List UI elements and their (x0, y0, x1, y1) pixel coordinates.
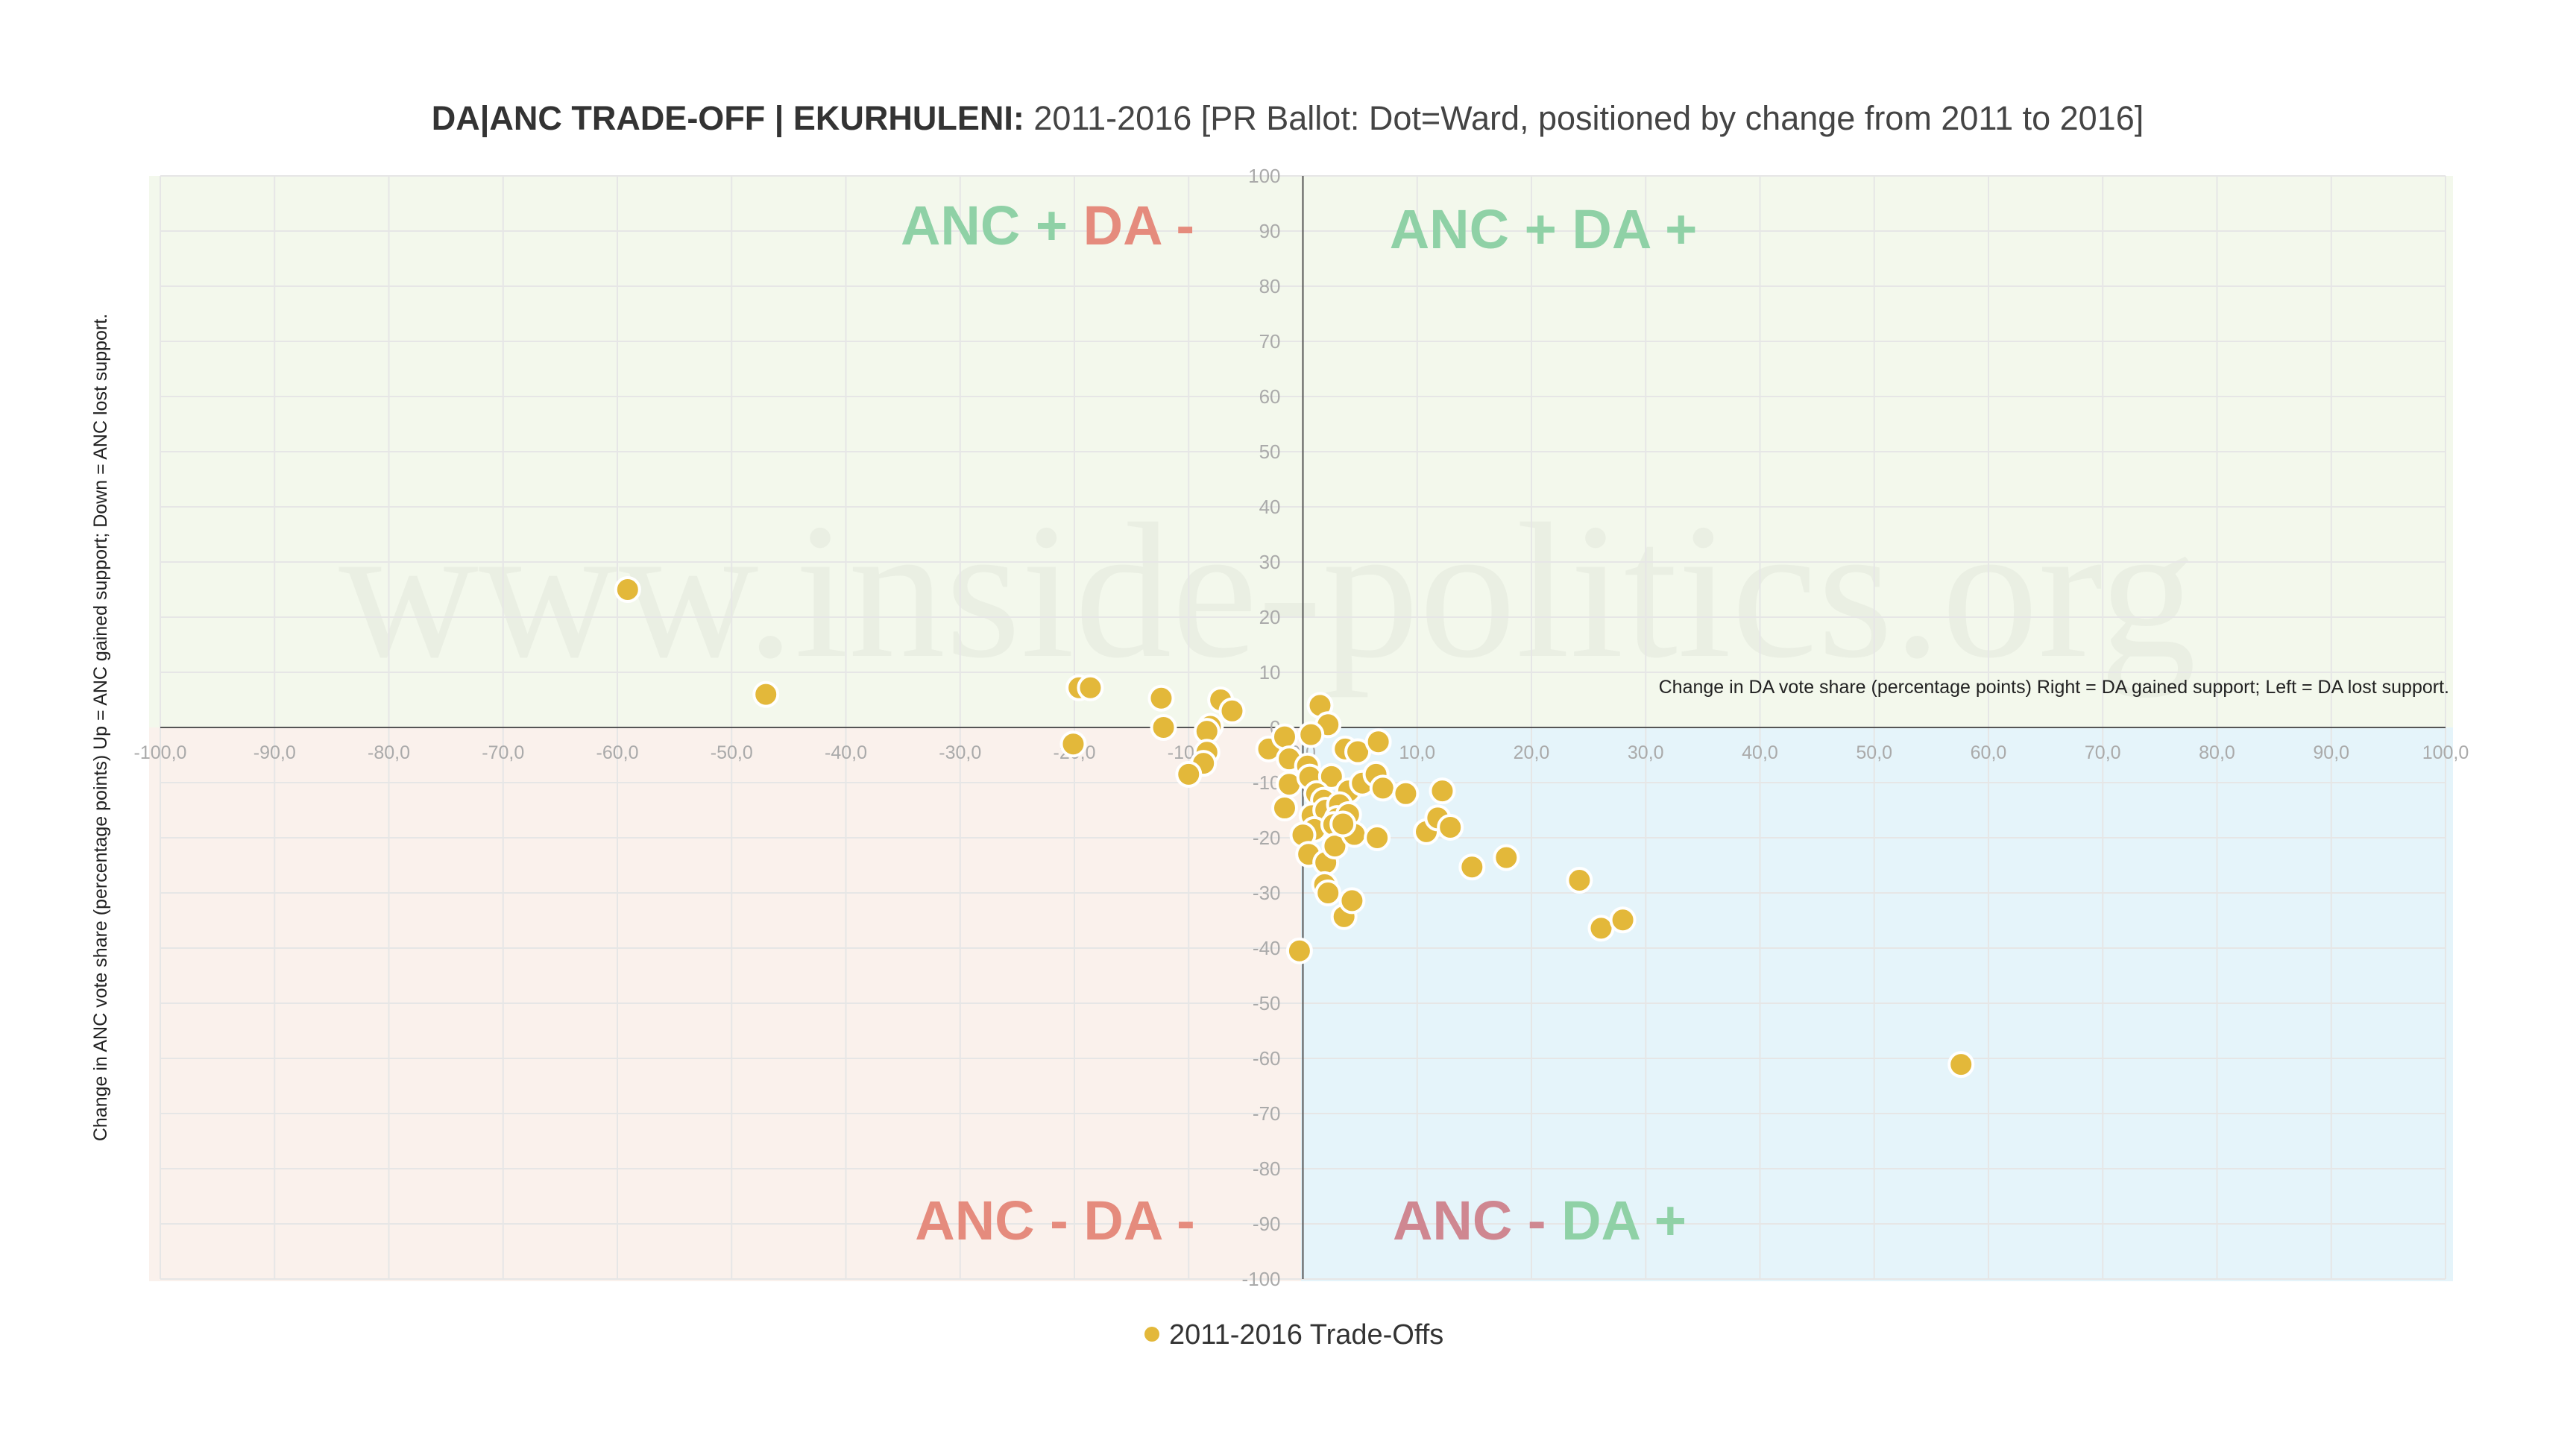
x-tick-label: 20,0 (1514, 742, 1550, 763)
x-tick-label: 40,0 (1742, 742, 1778, 763)
data-point[interactable] (1218, 697, 1246, 724)
data-point[interactable] (1429, 777, 1456, 805)
data-point[interactable] (1947, 1051, 1975, 1079)
x-tick-label: -70,0 (482, 742, 524, 763)
data-point[interactable] (1364, 824, 1391, 851)
data-point[interactable] (1493, 844, 1520, 871)
x-tick-label: -50,0 (711, 742, 753, 763)
data-point[interactable] (1147, 684, 1175, 712)
data-point[interactable] (1317, 762, 1345, 790)
data-point[interactable] (1150, 714, 1177, 741)
y-tick-label: 60 (1259, 385, 1281, 408)
quadrant-bg-bottom-right (1301, 727, 2453, 1281)
y-tick-label: 70 (1259, 330, 1281, 353)
chart-title-rest: 2011-2016 [PR Ballot: Dot=Ward, position… (1033, 99, 2144, 137)
quadrant-label-top-left-da: DA - (1083, 195, 1194, 256)
y-tick-label: -80 (1253, 1158, 1281, 1180)
quadrant-label-bottom-left: ANC - DA - (915, 1190, 1194, 1251)
x-tick-label: -80,0 (368, 742, 410, 763)
x-tick-label: -100,0 (134, 742, 187, 763)
x-tick-label: -90,0 (253, 742, 296, 763)
y-tick-label: -70 (1253, 1102, 1281, 1125)
y-tick-label: -50 (1253, 992, 1281, 1014)
data-point[interactable] (1270, 795, 1298, 822)
y-axis-title: Change in ANC vote share (percentage poi… (90, 314, 111, 1141)
y-tick-label: 20 (1259, 606, 1281, 628)
y-tick-label: 50 (1259, 440, 1281, 463)
data-point[interactable] (1314, 880, 1342, 906)
chart-title-bold: DA|ANC TRADE-OFF | EKURHULENI: (432, 99, 1024, 138)
x-tick-label: 10,0 (1399, 742, 1435, 763)
data-point[interactable] (1458, 853, 1486, 881)
legend-label: 2011-2016 Trade-Offs (1169, 1319, 1443, 1351)
quadrant-label-top-right-da: DA + (1572, 198, 1697, 260)
y-tick-label: -40 (1253, 937, 1281, 959)
data-point[interactable] (1609, 906, 1637, 934)
quadrant-label-top-left-anc: ANC + (901, 195, 1068, 256)
y-tick-label: -100 (1241, 1268, 1280, 1290)
x-tick-label: -40,0 (825, 742, 867, 763)
y-tick-label: 10 (1259, 661, 1281, 683)
data-point[interactable] (1059, 730, 1087, 758)
y-tick-label: 90 (1259, 220, 1281, 242)
data-point[interactable] (1392, 780, 1420, 807)
data-point[interactable] (1566, 866, 1593, 894)
legend[interactable]: 2011-2016 Trade-Offs (1144, 1319, 1443, 1351)
data-points (614, 576, 1975, 1079)
x-tick-label: 50,0 (1856, 742, 1892, 763)
quadrant-bg-bottom-left (149, 727, 1301, 1281)
quadrant-label-top-right-anc: ANC + (1390, 198, 1557, 260)
data-point[interactable] (1364, 728, 1392, 756)
data-point[interactable] (1077, 674, 1104, 701)
x-tick-label: 80,0 (2199, 742, 2235, 763)
x-tick-label: 60,0 (1971, 742, 2007, 763)
data-point[interactable] (614, 576, 641, 603)
y-tick-label: -60 (1253, 1047, 1281, 1070)
y-tick-label: 30 (1259, 551, 1281, 573)
y-tick-label: -10 (1253, 771, 1281, 794)
quadrant-label-bottom-right-anc: ANC - (1393, 1190, 1546, 1251)
quadrant-label-bottom-right: ANC - DA + (1393, 1190, 1687, 1251)
y-tick-label: -20 (1253, 827, 1281, 849)
data-point[interactable] (1270, 723, 1298, 751)
quadrant-label-bottom-left-anc: ANC - (915, 1190, 1068, 1251)
x-tick-label: 100,0 (2422, 742, 2469, 763)
data-point[interactable] (1329, 810, 1357, 838)
quadrant-label-bottom-left-da: DA - (1083, 1190, 1194, 1251)
legend-marker (1144, 1327, 1159, 1342)
y-tick-label: 40 (1259, 496, 1281, 518)
y-tick-label: -90 (1253, 1213, 1281, 1235)
quadrant-label-top-right: ANC + DA + (1390, 198, 1698, 260)
x-tick-label: -60,0 (596, 742, 639, 763)
y-tick-label: -30 (1253, 882, 1281, 904)
data-point[interactable] (1437, 813, 1464, 841)
quadrant-label-top-left: ANC + DA - (901, 195, 1194, 256)
chart-title: DA|ANC TRADE-OFF | EKURHULENI: 2011-2016… (432, 99, 2144, 138)
data-point[interactable] (1297, 721, 1325, 748)
tick-labels: -100,0 -90,0 -80,0 -70,0 -60,0 -50,0 -40,0 -30,… (134, 165, 2469, 1290)
y-tick-label: 80 (1259, 275, 1281, 297)
data-point[interactable] (1175, 760, 1203, 788)
x-axis-title: Change in DA vote share (percentage poin… (1659, 677, 2449, 698)
data-point[interactable] (1338, 887, 1366, 915)
x-tick-label: -30,0 (939, 742, 981, 763)
data-point[interactable] (1369, 774, 1396, 802)
x-tick-label: 70,0 (2085, 742, 2121, 763)
data-point[interactable] (752, 680, 780, 708)
y-tick-label: 100 (1248, 165, 1280, 187)
x-tick-label: 30,0 (1628, 742, 1664, 763)
x-tick-label: 90,0 (2313, 742, 2349, 763)
data-point[interactable] (1285, 937, 1313, 964)
quadrant-label-bottom-right-da: DA + (1561, 1190, 1687, 1251)
